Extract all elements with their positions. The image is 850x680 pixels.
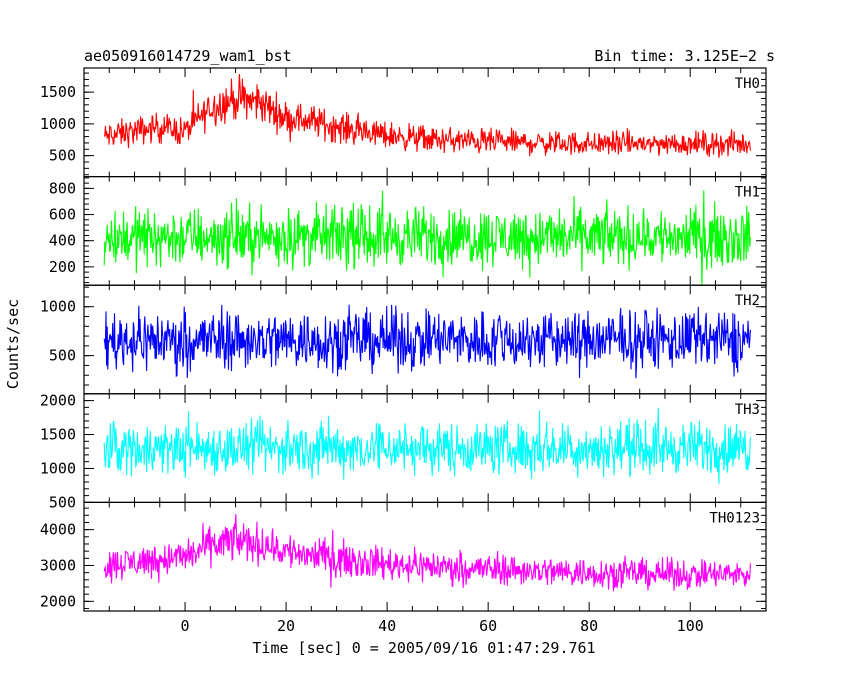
x-tick-label: 0 [181,617,190,635]
x-axis-title: Time [sec] 0 = 2005/09/16 01:47:29.761 [252,639,595,657]
y-tick-label: 800 [49,179,76,197]
chart-title: ae050916014729_wam1_bst [84,47,292,65]
panel-th0123: 2000 3000 4000 TH0123 [40,501,767,612]
panel-label: TH0123 [709,510,760,526]
panel-label: TH2 [735,293,760,309]
y-tick-label: 3000 [40,556,76,574]
panel-label: TH0 [735,76,760,92]
y-tick-label: 500 [49,147,76,165]
series-th3 [103,407,751,484]
y-tick-label: 1500 [40,83,76,101]
x-tick-label: 80 [580,617,598,635]
y-tick-label: 600 [49,206,76,224]
series-th0 [103,73,751,158]
panel-th3: 500 1000 1500 2000 TH3 [40,392,767,511]
y-tick-label: 1000 [40,298,76,316]
x-tick-label: 60 [479,617,497,635]
panel-label: TH3 [735,402,760,418]
bin-time-label: Bin time: 3.125E−2 s [594,47,775,65]
y-tick-label: 500 [49,493,76,511]
panel-th1: 200 400 600 800 TH1 [49,176,767,286]
panel-frame [83,501,767,612]
panel-th0: 500 1000 1500 TH0 [40,67,767,178]
y-tick-label: 2000 [40,592,76,610]
y-tick-label: 1000 [40,459,76,477]
y-tick-label: 4000 [40,521,76,539]
x-tick-label: 20 [277,617,295,635]
y-tick-label: 200 [49,258,76,276]
y-tick-label: 500 [49,347,76,365]
x-tick-label: 40 [378,617,396,635]
y-tick-label: 1500 [40,426,76,444]
series-th2 [103,304,751,379]
series-th0123 [103,513,751,592]
x-tick-label: 100 [677,617,704,635]
y-tick-label: 400 [49,232,76,250]
panel-th2: 500 1000 TH2 [40,284,767,395]
panel-label: TH1 [735,185,760,201]
y-tick-label: 2000 [40,392,76,410]
y-axis-title: Counts/sec [4,299,22,389]
y-tick-label: 1000 [40,115,76,133]
series-th1 [103,190,751,286]
